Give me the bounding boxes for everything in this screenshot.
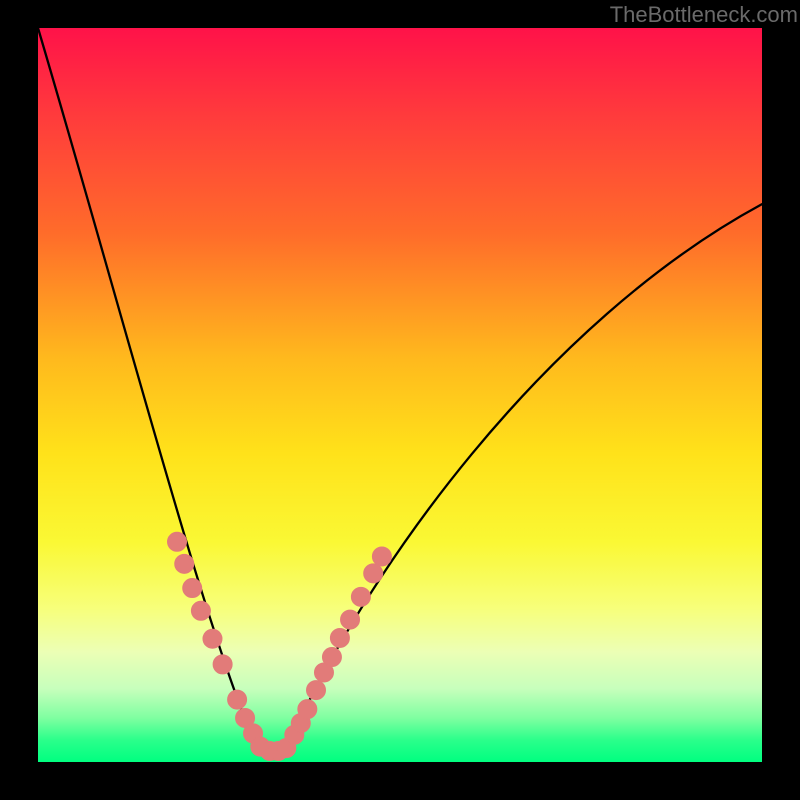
marker-point bbox=[322, 648, 341, 667]
marker-point bbox=[175, 554, 194, 573]
marker-point bbox=[364, 564, 383, 583]
marker-point bbox=[228, 690, 247, 709]
marker-point bbox=[191, 601, 210, 620]
marker-point bbox=[307, 681, 326, 700]
marker-point bbox=[203, 629, 222, 648]
marker-point bbox=[298, 700, 317, 719]
plot-background bbox=[38, 28, 762, 762]
chart-frame: TheBottleneck.com bbox=[0, 0, 800, 800]
marker-point bbox=[372, 547, 391, 566]
marker-point bbox=[351, 587, 370, 606]
marker-point bbox=[213, 655, 232, 674]
marker-point bbox=[330, 628, 349, 647]
marker-point bbox=[168, 532, 187, 551]
marker-point bbox=[341, 610, 360, 629]
chart-svg bbox=[0, 0, 800, 800]
marker-point bbox=[183, 579, 202, 598]
